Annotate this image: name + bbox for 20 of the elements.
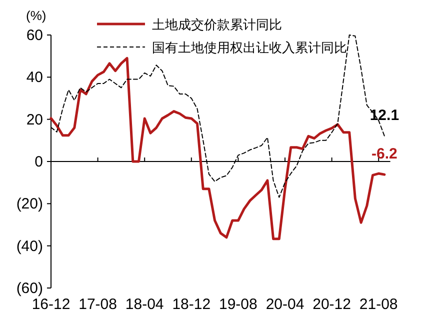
y-axis-title: (%) xyxy=(26,8,46,23)
y-tick-label: (20) xyxy=(16,196,43,213)
x-tick-label: 18-04 xyxy=(125,296,164,313)
x-tick-label: 20-12 xyxy=(312,296,351,313)
x-tick-label: 18-12 xyxy=(172,296,211,313)
y-tick-label: 40 xyxy=(26,69,43,86)
x-tick-label: 19-08 xyxy=(219,296,258,313)
legend-label: 土地成交价款累计同比 xyxy=(152,17,282,32)
data-label: -6.2 xyxy=(372,146,398,163)
y-tick-label: 60 xyxy=(26,27,43,44)
legend-label: 国有土地使用权出让收入累计同比 xyxy=(152,40,347,55)
x-tick-label: 21-08 xyxy=(359,296,398,313)
data-label: 12.1 xyxy=(370,106,400,124)
x-tick-label: 16-12 xyxy=(32,296,70,313)
y-tick-label: (40) xyxy=(16,238,43,255)
y-tick-label: 0 xyxy=(34,154,43,170)
x-tick-label: 20-04 xyxy=(266,296,304,313)
y-tick-label: (60) xyxy=(16,280,43,297)
x-tick-label: 17-08 xyxy=(78,296,117,313)
y-tick-label: 20 xyxy=(26,111,43,128)
